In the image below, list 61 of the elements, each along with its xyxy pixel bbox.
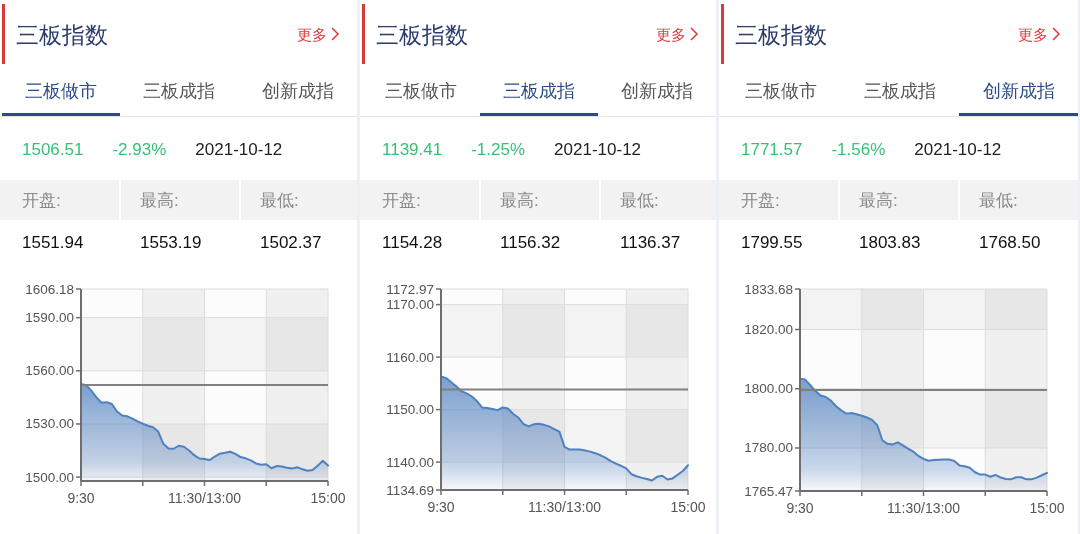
field-value: 1551.94 — [22, 233, 84, 251]
y-tick-label: 1134.69 — [386, 482, 434, 498]
x-tick-label: 15:00 — [670, 499, 706, 515]
y-tick-label: 1780.00 — [744, 440, 793, 456]
x-tick-label: 9:30 — [67, 490, 95, 506]
tab-label: 三板做市 — [384, 82, 458, 100]
field-label: 最高: — [140, 191, 179, 209]
y-tick-label: 1170.00 — [386, 297, 434, 313]
y-tick-label: 1140.00 — [386, 454, 434, 470]
field-value: 1502.37 — [260, 233, 322, 251]
title: 三板指数 — [16, 23, 108, 47]
more-link: 更多 — [1018, 26, 1061, 42]
y-tick-label: 1530.00 — [25, 416, 74, 432]
more-link: 更多 — [656, 26, 699, 42]
tab-label: 三板做市 — [743, 82, 818, 100]
y-tick-label: 1172.97 — [386, 281, 434, 297]
tab-label-selected: 创新成指 — [981, 82, 1056, 100]
tab-label: 创新成指 — [260, 82, 335, 100]
field-label: 最高: — [500, 191, 539, 209]
tab-label: 三板成指 — [142, 82, 217, 100]
x-tick-label: 9:30 — [427, 499, 455, 515]
field-label: 最低: — [979, 191, 1018, 209]
field-value: 1156.32 — [500, 233, 561, 251]
field-label: 开盘: — [382, 191, 421, 209]
field-value: 1803.83 — [859, 233, 921, 251]
title: 三板指数 — [376, 23, 468, 47]
field-value: 1553.19 — [140, 233, 202, 251]
y-tick-label: 1150.00 — [386, 402, 434, 418]
quote-row: 1506.51 -2.93% 2021-10-12 — [22, 140, 283, 158]
field-value: 1768.50 — [979, 233, 1041, 251]
y-tick-label: 1765.47 — [744, 483, 793, 499]
tab-label-selected: 三板做市 — [24, 82, 99, 100]
field-label: 最低: — [620, 191, 659, 209]
y-tick-label: 1590.00 — [25, 310, 74, 326]
y-tick-label: 1160.00 — [386, 349, 434, 365]
y-tick-label: 1606.18 — [25, 281, 74, 297]
field-label: 开盘: — [22, 191, 61, 209]
more-link: 更多 — [297, 26, 340, 42]
field-value: 1799.55 — [741, 233, 803, 251]
x-tick-label: 9:30 — [786, 500, 814, 516]
field-value: 1136.37 — [620, 233, 681, 251]
field-label: 开盘: — [741, 191, 780, 209]
title: 三板指数 — [735, 23, 827, 47]
field-label: 最低: — [260, 191, 299, 209]
quote-row: 1771.57 -1.56% 2021-10-12 — [741, 140, 1002, 158]
y-tick-label: 1560.00 — [25, 363, 74, 379]
field-label: 最高: — [859, 191, 898, 209]
quote-row: 1139.41 -1.25% 2021-10-12 — [382, 140, 642, 158]
y-tick-label: 1800.00 — [744, 381, 793, 397]
x-tick-label: 11:30/13:00 — [168, 490, 241, 506]
y-tick-label: 1500.00 — [25, 469, 74, 485]
y-tick-label: 1820.00 — [744, 322, 793, 337]
y-tick-label: 1833.68 — [744, 281, 793, 297]
tab-label: 创新成指 — [620, 82, 694, 100]
field-value: 1154.28 — [382, 233, 443, 251]
tab-label: 三板成指 — [862, 82, 937, 100]
x-tick-label: 11:30/13:00 — [887, 500, 960, 516]
x-tick-label: 15:00 — [1029, 500, 1065, 516]
tab-label-selected: 三板成指 — [502, 82, 576, 100]
x-tick-label: 11:30/13:00 — [528, 499, 601, 515]
x-tick-label: 15:00 — [310, 490, 346, 506]
